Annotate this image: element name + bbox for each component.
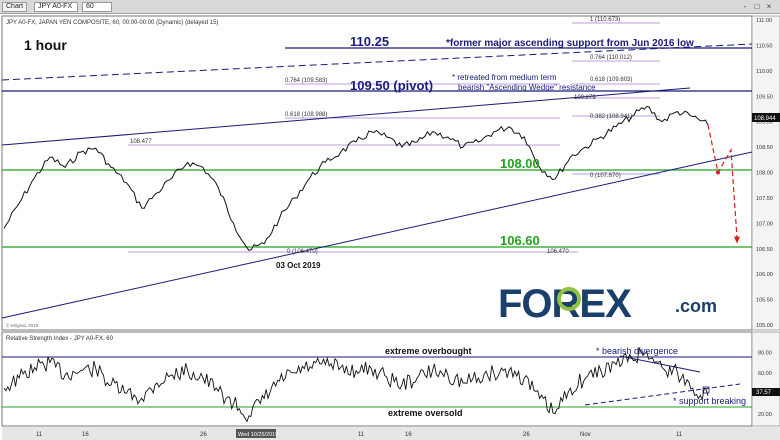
svg-text:0.764 (109.583): 0.764 (109.583)	[285, 78, 327, 84]
svg-text:1 (110.673): 1 (110.673)	[590, 17, 620, 23]
last-price-tag	[752, 113, 780, 122]
rsi-tick-3: 20.00	[758, 412, 772, 418]
last-price-value: 108.944	[754, 116, 776, 122]
price-tick-5: 108.50	[756, 145, 773, 151]
svg-text:108.477: 108.477	[130, 139, 152, 145]
overbought-label: extreme overbought	[385, 346, 472, 356]
projection-path	[707, 124, 738, 238]
time-tick-7: 11	[676, 432, 683, 438]
price-panel-header: JPY A0-FX, JAPAN YEN COMPOSITE, 60, 00:0…	[6, 20, 218, 26]
rsi-tick-1: 60.00	[758, 371, 772, 377]
rsi-tick-0: 80.00	[758, 350, 772, 356]
projection-point	[716, 170, 720, 175]
price-series	[3, 105, 709, 251]
time-tick-4: 16	[405, 432, 412, 438]
close-icon[interactable]: ×	[766, 2, 772, 11]
support-breaking-label: * support breaking	[673, 396, 746, 406]
time-tick-0: 11	[36, 432, 43, 438]
price-tick-9: 106.50	[756, 247, 773, 253]
rsi-divergence-line	[619, 355, 701, 373]
svg-text:0.618 (109.603): 0.618 (109.603)	[590, 77, 632, 83]
projection-arrow	[734, 236, 740, 244]
major-support-value: 110.25	[350, 34, 389, 49]
time-tick-6: Nov	[580, 432, 591, 438]
price-tick-11: 105.50	[756, 298, 773, 304]
support-106-60-label: 106.60	[500, 233, 540, 248]
price-tick-0: 111.00	[756, 18, 772, 24]
rsi-axis-strip	[751, 331, 780, 427]
price-axis-strip	[751, 15, 780, 331]
forex-logo: FOREX .com	[498, 282, 717, 326]
time-axis-ticks: 11 16 26 11 16 26 Nov 11	[36, 432, 683, 438]
fibonacci-levels	[128, 22, 660, 253]
price-axis-ticks: 111.00 110.50 110.00 109.50 109.00 108.50 108.…	[756, 18, 773, 329]
price-panel-frame	[1, 15, 753, 331]
svg-text:109.279: 109.279	[574, 95, 596, 101]
last-rsi-value: 37.57	[756, 390, 772, 396]
timeframe-label: 1 hour	[24, 37, 67, 53]
cursor-date-label: Wed 10/25/2019	[238, 432, 278, 438]
logo-o-accent	[557, 287, 581, 311]
svg-text:0.382 (108.941): 0.382 (108.941)	[590, 114, 632, 120]
cursor-date-tag	[236, 429, 276, 438]
svg-text:0 (106.470): 0 (106.470)	[287, 249, 318, 255]
price-tick-3: 109.50	[756, 94, 773, 100]
pivot-note-line2: bearish "Ascending Wedge" resistance	[458, 83, 596, 92]
time-axis-strip	[2, 427, 780, 440]
rsi-support-line	[584, 383, 741, 406]
bearish-divergence-label: * bearish divergence	[596, 346, 678, 356]
price-tick-7: 107.50	[756, 196, 773, 202]
former-support-dashed-line	[1, 43, 753, 81]
minimize-icon[interactable]: -	[743, 2, 747, 11]
low-date-label: 03 Oct 2019	[276, 261, 321, 270]
svg-text:0 (107.870): 0 (107.870)	[590, 173, 621, 179]
interval-field[interactable]: 60	[82, 2, 112, 12]
price-tick-6: 108.00	[756, 171, 773, 177]
svg-text:0.764 (110.012): 0.764 (110.012)	[590, 55, 632, 61]
time-tick-5: 26	[523, 432, 530, 438]
major-support-note: *former major ascending support from Jun…	[446, 38, 694, 49]
price-tick-8: 107.00	[756, 221, 773, 227]
rsi-panel-header: Relative Strength Index - JPY A0-FX, 60	[6, 336, 114, 342]
svg-text:106.470: 106.470	[547, 249, 569, 255]
price-tick-12: 105.00	[756, 323, 773, 329]
esignal-watermark: © eSignal, 2019	[6, 322, 39, 328]
svg-text:0.618 (108.988): 0.618 (108.988)	[285, 112, 327, 118]
pivot-value: 109.50 (pivot)	[350, 78, 433, 93]
fibonacci-labels: 0.764 (109.583) 0.618 (108.988) 108.477 …	[130, 17, 632, 255]
chart-toolbar: Chart JPY A0-FX 60 - □ ×	[0, 0, 780, 14]
oversold-label: extreme oversold	[388, 408, 463, 418]
pivot-note-line1: * retreated from medium term	[452, 73, 557, 82]
time-tick-2: 26	[200, 432, 207, 438]
price-tick-2: 110.00	[756, 69, 772, 75]
time-tick-1: 16	[82, 432, 89, 438]
symbol-field[interactable]: JPY A0-FX	[34, 2, 78, 12]
last-rsi-tag	[752, 388, 780, 396]
svg-text:.com: .com	[675, 296, 717, 316]
rsi-series	[3, 346, 709, 423]
price-tick-4: 109.00	[756, 120, 773, 126]
rsi-break-marker	[702, 386, 710, 394]
wedge-support-line	[1, 151, 753, 319]
wedge-resistance-line	[1, 87, 691, 146]
chart-menu-button[interactable]: Chart	[2, 2, 28, 12]
support-108-label: 108.00	[500, 156, 540, 171]
maximize-icon[interactable]: □	[754, 2, 760, 11]
price-tick-1: 110.50	[756, 43, 772, 49]
time-tick-3: 11	[358, 432, 365, 438]
price-tick-10: 106.00	[756, 272, 773, 278]
